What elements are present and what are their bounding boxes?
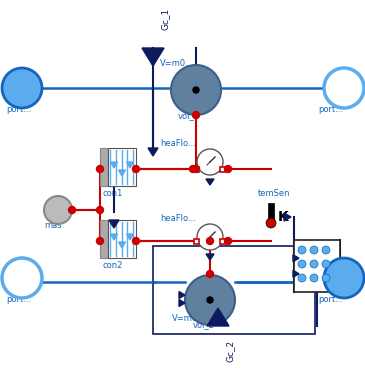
Bar	[268, 203, 274, 223]
Circle shape	[322, 260, 330, 268]
Polygon shape	[293, 255, 299, 262]
Text: V=m0_...: V=m0_...	[172, 313, 210, 322]
Circle shape	[310, 246, 318, 254]
Circle shape	[266, 218, 276, 228]
Bar	[294, 240, 340, 292]
Bar	[220, 167, 226, 171]
Polygon shape	[207, 308, 229, 326]
Polygon shape	[111, 234, 118, 240]
Text: port...: port...	[318, 105, 343, 114]
Text: Gc_1: Gc_1	[161, 8, 170, 30]
Text: Gc_2: Gc_2	[226, 340, 235, 362]
Polygon shape	[119, 170, 126, 176]
Circle shape	[310, 260, 318, 268]
Text: TWat: TWat	[199, 304, 217, 310]
Circle shape	[96, 237, 104, 244]
Circle shape	[193, 87, 199, 93]
Text: K: K	[278, 210, 289, 224]
Circle shape	[207, 270, 214, 278]
Polygon shape	[127, 162, 134, 168]
Circle shape	[132, 165, 139, 173]
Polygon shape	[206, 179, 214, 185]
Text: port...: port...	[6, 295, 31, 304]
Bar	[100, 148, 108, 186]
Circle shape	[324, 258, 364, 298]
Polygon shape	[109, 220, 119, 228]
Circle shape	[224, 237, 231, 244]
Polygon shape	[148, 148, 158, 156]
Circle shape	[298, 260, 306, 268]
Bar	[195, 239, 200, 243]
Polygon shape	[142, 48, 164, 66]
Polygon shape	[284, 213, 291, 221]
Circle shape	[69, 207, 76, 213]
Text: heaFlo...: heaFlo...	[160, 214, 196, 223]
Text: mas: mas	[44, 221, 62, 230]
Bar	[195, 167, 200, 171]
Bar	[153, 246, 315, 334]
Polygon shape	[179, 292, 185, 299]
Text: temSen: temSen	[258, 189, 291, 198]
Circle shape	[96, 165, 104, 173]
Polygon shape	[293, 270, 299, 277]
Bar	[108, 148, 136, 186]
Circle shape	[96, 207, 104, 213]
Circle shape	[192, 112, 200, 118]
Text: con2: con2	[102, 261, 122, 270]
Text: port...: port...	[6, 105, 31, 114]
Polygon shape	[119, 242, 126, 248]
Circle shape	[322, 274, 330, 282]
Circle shape	[44, 196, 72, 224]
Polygon shape	[111, 162, 118, 168]
Circle shape	[207, 237, 214, 244]
Polygon shape	[179, 299, 185, 306]
Text: vol_2: vol_2	[193, 320, 215, 329]
Circle shape	[132, 237, 139, 244]
Circle shape	[2, 258, 42, 298]
Circle shape	[197, 224, 223, 250]
Text: port...: port...	[318, 295, 343, 304]
Text: c: c	[55, 205, 61, 215]
Text: con1: con1	[102, 189, 122, 198]
Circle shape	[192, 165, 200, 173]
Circle shape	[224, 165, 231, 173]
Circle shape	[298, 246, 306, 254]
Circle shape	[189, 165, 196, 173]
Circle shape	[310, 274, 318, 282]
Circle shape	[171, 65, 221, 115]
Circle shape	[298, 274, 306, 282]
Polygon shape	[127, 234, 134, 240]
Text: V=m0...: V=m0...	[160, 59, 194, 68]
Text: m: m	[205, 295, 211, 301]
Polygon shape	[206, 254, 214, 260]
Text: heaFlo...: heaFlo...	[160, 139, 196, 148]
Circle shape	[2, 68, 42, 108]
Circle shape	[322, 246, 330, 254]
Bar	[108, 220, 136, 258]
Text: vol_1: vol_1	[178, 111, 200, 120]
Bar	[100, 220, 108, 258]
Bar	[220, 239, 226, 243]
Circle shape	[324, 68, 364, 108]
Circle shape	[185, 275, 235, 325]
Circle shape	[197, 149, 223, 175]
Circle shape	[207, 297, 213, 303]
